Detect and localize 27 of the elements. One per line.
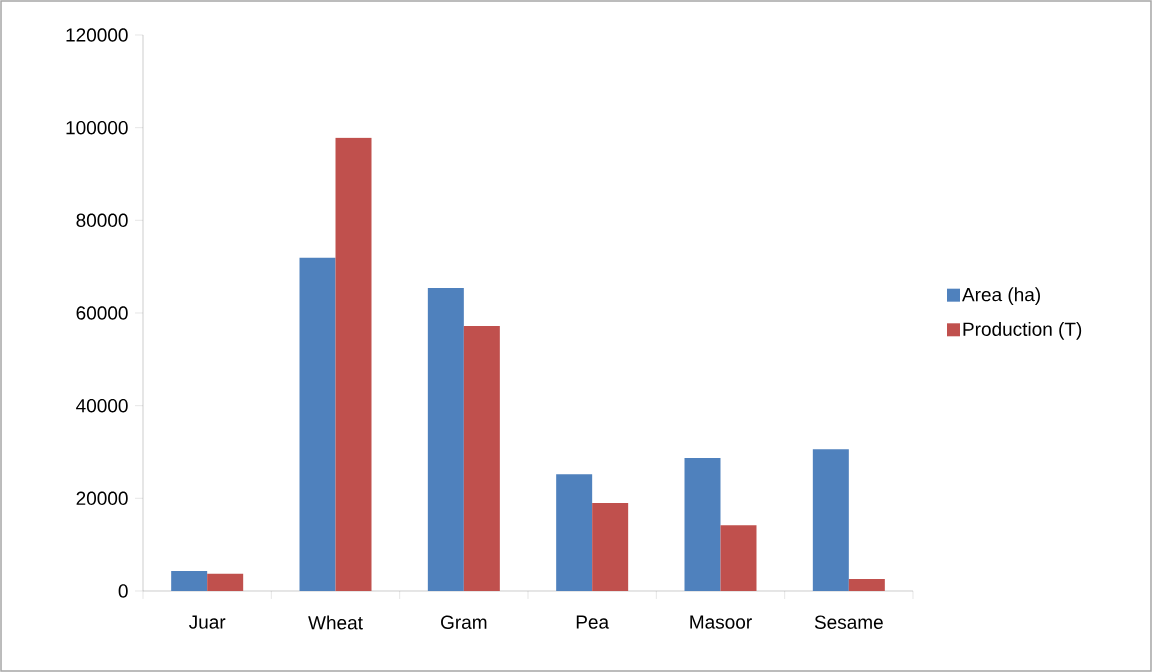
bar [207,573,244,591]
y-tick-label: 60000 [76,306,128,320]
y-tick-label: 120000 [66,28,128,42]
bar [684,458,721,591]
bar [812,449,849,591]
x-tick-label: Gram [441,615,487,629]
bar [335,137,372,591]
legend-label: Area (ha) [962,287,1040,306]
y-tick-label: 80000 [76,213,128,228]
x-tick-label: Juar [188,615,226,629]
bar [427,287,464,591]
y-tick-label: 20000 [76,491,128,506]
bar [463,325,500,591]
y-tick-label: 0 [118,584,128,598]
x-tick-label: Masoor [690,615,752,629]
bar [720,525,757,591]
legend-label: Production (T) [963,321,1082,340]
bar [848,578,885,591]
bar [592,502,629,591]
bar [556,474,593,591]
x-tick-label: Sesame [814,615,883,629]
y-tick-label: 40000 [76,398,128,413]
x-tick-label: Wheat [308,615,363,630]
bar [299,257,336,591]
x-tick-label: Pea [576,615,610,629]
bar [171,571,208,591]
y-tick-label: 100000 [66,120,128,135]
